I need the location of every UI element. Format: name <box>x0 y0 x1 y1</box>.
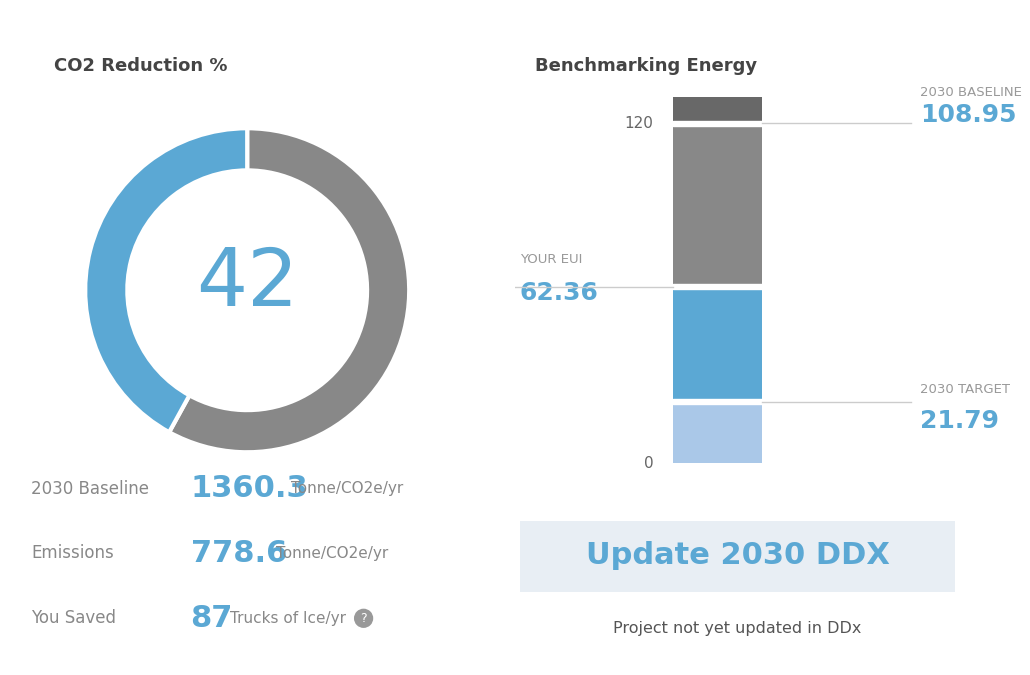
Text: Tonne/CO2e/yr: Tonne/CO2e/yr <box>291 481 404 496</box>
Text: YOUR EUI: YOUR EUI <box>520 253 582 266</box>
Text: 21.79: 21.79 <box>921 409 999 433</box>
Text: 2030 Baseline: 2030 Baseline <box>31 480 149 497</box>
Text: 2030 BASELINE: 2030 BASELINE <box>921 86 1023 99</box>
Text: Tonne/CO2e/yr: Tonne/CO2e/yr <box>276 546 388 561</box>
Bar <box>674 402 762 463</box>
FancyBboxPatch shape <box>520 521 955 593</box>
Text: 87: 87 <box>191 604 233 632</box>
Text: 42: 42 <box>196 245 299 323</box>
Text: 62.36: 62.36 <box>520 281 598 305</box>
Wedge shape <box>85 128 247 432</box>
Wedge shape <box>169 128 409 452</box>
Text: Benchmarking Energy: Benchmarking Energy <box>535 57 757 75</box>
Bar <box>674 97 762 124</box>
Bar <box>674 124 762 287</box>
Text: You Saved: You Saved <box>31 610 116 627</box>
Text: ?: ? <box>360 612 367 625</box>
Text: 120: 120 <box>624 116 653 131</box>
Text: 0: 0 <box>644 456 653 471</box>
Text: Trucks of Ice/yr: Trucks of Ice/yr <box>230 611 346 626</box>
Text: 778.6: 778.6 <box>191 539 287 568</box>
Text: 108.95: 108.95 <box>921 103 1017 127</box>
Text: 2030 TARGET: 2030 TARGET <box>921 383 1010 396</box>
Text: 1360.3: 1360.3 <box>191 475 308 503</box>
Text: Update 2030 DDX: Update 2030 DDX <box>585 541 890 570</box>
Text: CO2 Reduction %: CO2 Reduction % <box>54 57 227 75</box>
Text: Emissions: Emissions <box>31 545 113 562</box>
Bar <box>674 287 762 402</box>
Text: Project not yet updated in DDx: Project not yet updated in DDx <box>613 620 862 636</box>
